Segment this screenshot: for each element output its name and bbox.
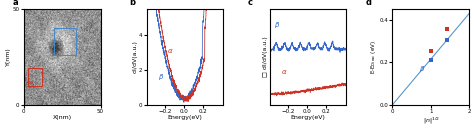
Text: d: d <box>365 0 372 7</box>
Y-axis label: dI/dV(a.u.): dI/dV(a.u.) <box>133 41 137 73</box>
Y-axis label: Y(nm): Y(nm) <box>6 48 11 66</box>
Text: a: a <box>12 0 18 7</box>
Y-axis label: □ dI/dV(a.u.): □ dI/dV(a.u.) <box>263 37 268 77</box>
X-axis label: Energy(eV): Energy(eV) <box>291 115 325 120</box>
Text: $\alpha$: $\alpha$ <box>281 67 287 75</box>
Text: b: b <box>130 0 136 7</box>
Text: $\beta$: $\beta$ <box>419 64 425 74</box>
Point <box>443 39 451 41</box>
Bar <box>55 28 76 55</box>
Text: $\alpha$: $\alpha$ <box>29 79 35 86</box>
Text: $\beta$: $\beta$ <box>274 20 281 30</box>
Text: $\beta$: $\beta$ <box>158 72 164 82</box>
Point <box>427 59 435 61</box>
Text: $\alpha$: $\alpha$ <box>167 47 174 55</box>
Point <box>427 50 435 52</box>
X-axis label: Energy(eV): Energy(eV) <box>168 115 202 120</box>
Text: c: c <box>248 0 253 7</box>
Bar <box>28 69 42 86</box>
X-axis label: $|n|^{1/2}$: $|n|^{1/2}$ <box>422 115 439 126</box>
Y-axis label: E-E$_\mathrm{Dirac}$ (eV): E-E$_\mathrm{Dirac}$ (eV) <box>369 40 378 74</box>
X-axis label: X(nm): X(nm) <box>53 115 72 120</box>
Point <box>443 28 451 30</box>
